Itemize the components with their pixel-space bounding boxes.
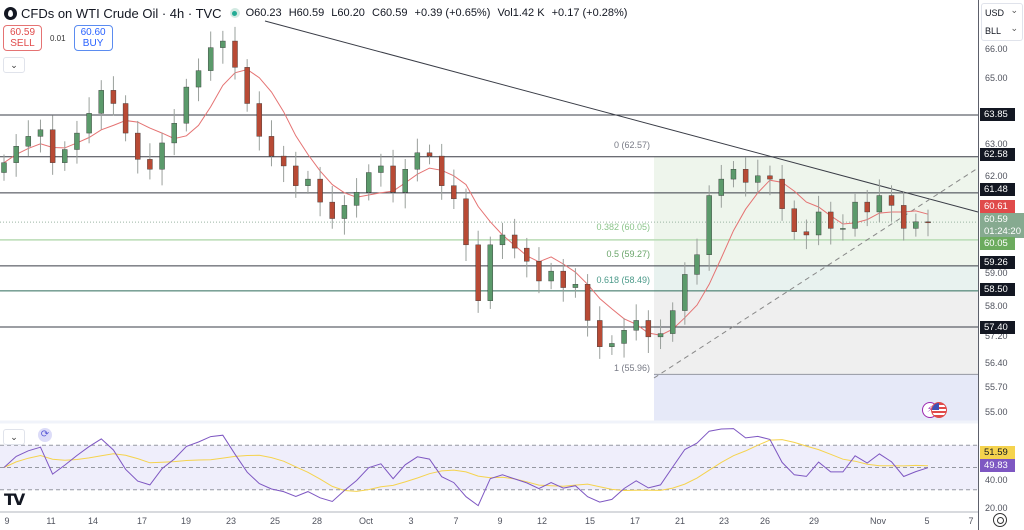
fib-382-tag: 60.05 [980, 237, 1015, 250]
fib-label-0618: 0.618 (58.49) [596, 275, 650, 285]
fib-label-05: 0.5 (59.27) [606, 249, 650, 259]
fib-label-0382: 0.382 (60.05) [596, 222, 650, 232]
level-tag: 58.50 [980, 283, 1015, 296]
rsi-tick: 20.00 [985, 503, 1008, 513]
fib-label-1: 1 (55.96) [613, 363, 650, 373]
price-tick: 57.20 [985, 331, 1008, 341]
time-tick: 29 [808, 516, 820, 526]
settings-gear-icon[interactable] [993, 513, 1007, 527]
last-price-tag: 60.59 01:24:20 [980, 213, 1024, 238]
unit-dropdown[interactable]: BLL [982, 19, 1022, 40]
fib-label-0: 0 (62.57) [613, 140, 650, 150]
level-tag: 61.48 [980, 183, 1015, 196]
rsi-tag: 49.83 [980, 459, 1015, 472]
time-tick: 11 [46, 516, 56, 526]
currency-dropdown[interactable]: USD [982, 1, 1022, 22]
last-price: 60.59 [984, 214, 1008, 225]
price-tick: 55.70 [985, 382, 1008, 392]
oil-drop-icon [4, 6, 17, 20]
high-value: H60.59 [288, 7, 325, 19]
price-tick: 55.00 [985, 407, 1008, 417]
sell-button[interactable]: 60.59 SELL [3, 25, 42, 51]
time-tick: 9 [497, 516, 503, 526]
time-tick: 21 [674, 516, 686, 526]
rsi-tick: 40.00 [985, 475, 1008, 485]
time-tick: 7 [968, 516, 974, 526]
price-tick: 56.40 [985, 358, 1008, 368]
time-tick: 17 [136, 516, 148, 526]
economic-events[interactable]: ⚡ [922, 402, 950, 420]
collapse-rsi-button[interactable]: ⌄ [3, 429, 25, 445]
price-tick: 58.00 [985, 301, 1008, 311]
currency-selector[interactable]: USD BLL [981, 1, 1023, 41]
tradingview-logo[interactable]: TV [4, 490, 25, 509]
time-tick: 19 [180, 516, 192, 526]
level-tag: 59.26 [980, 256, 1015, 269]
sell-label: SELL [10, 38, 35, 49]
time-tick: 3 [408, 516, 414, 526]
refresh-icon[interactable]: ⟳ [38, 428, 52, 442]
rsi-ma-tag: 51.59 [980, 446, 1015, 459]
buy-button[interactable]: 60.60 BUY [73, 25, 113, 51]
level-tag: 63.85 [980, 108, 1015, 121]
symbol-title[interactable]: CFDs on WTI Crude Oil · 4h · TVC [21, 5, 222, 21]
close-value: C60.59 [372, 7, 408, 19]
time-tick: 26 [759, 516, 771, 526]
time-tick: 28 [311, 516, 323, 526]
time-tick: 25 [269, 516, 281, 526]
volume-value: Vol1.42 K [497, 7, 545, 19]
price-tick: 65.00 [985, 73, 1008, 83]
symbol-header: CFDs on WTI Crude Oil · 4h · TVC O60.23 … [4, 4, 631, 22]
market-open-icon [229, 8, 240, 18]
time-tick: 23 [225, 516, 237, 526]
time-tick: 5 [924, 516, 930, 526]
ohlc-values: O60.23 H60.59 L60.20 C60.59 +0.39 (+0.65… [246, 7, 632, 19]
time-tick: 9 [4, 516, 10, 526]
chevron-down-icon: ⌄ [10, 432, 18, 442]
chevron-down-icon: ⌄ [10, 60, 18, 70]
time-tick: 17 [629, 516, 641, 526]
change-value: +0.39 (+0.65%) [414, 7, 491, 19]
buy-label: BUY [82, 38, 104, 49]
time-tick: 12 [536, 516, 548, 526]
price-tick: 62.00 [985, 171, 1008, 181]
time-tick: 15 [584, 516, 596, 526]
time-tick: 7 [453, 516, 459, 526]
ma-value-tag: 60.61 [980, 200, 1015, 213]
sell-price: 60.59 [9, 27, 36, 38]
low-value: L60.20 [331, 7, 365, 19]
time-tick: 14 [87, 516, 99, 526]
volume-change-value: +0.17 (+0.28%) [551, 7, 628, 19]
level-tag: 62.58 [980, 148, 1015, 161]
time-tick: Oct [358, 516, 374, 526]
price-tick: 66.00 [985, 44, 1008, 54]
collapse-legend-button[interactable]: ⌄ [3, 57, 25, 73]
price-tick: 59.00 [985, 268, 1008, 278]
trade-panel: 60.59 SELL 0.01 60.60 BUY [3, 25, 113, 51]
time-tick: 23 [718, 516, 730, 526]
us-flag-icon[interactable] [931, 402, 947, 418]
level-tag: 57.40 [980, 321, 1015, 334]
price-tick: 63.00 [985, 139, 1008, 149]
spread-value: 0.01 [50, 33, 66, 43]
time-tick: Nov [869, 516, 887, 526]
bar-countdown: 01:24:20 [984, 226, 1021, 237]
buy-price: 60.60 [80, 27, 106, 38]
open-value: O60.23 [245, 7, 282, 19]
